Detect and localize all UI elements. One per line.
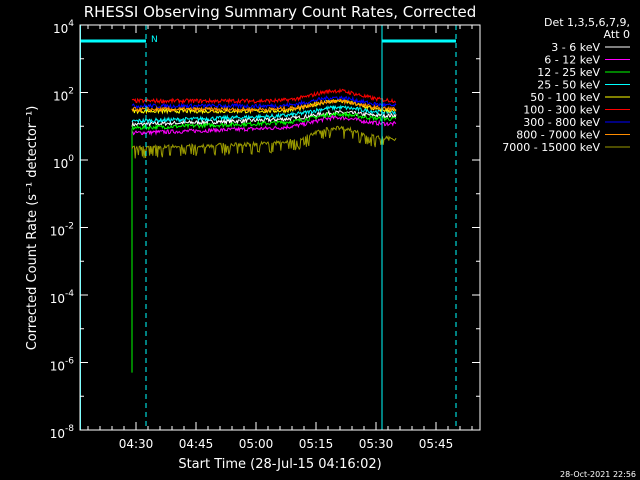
legend-label: 300 - 800 keV [523,116,600,129]
legend-label: 25 - 50 keV [537,79,600,92]
series-line-7 [131,95,397,110]
x-tick-label: 05:00 [239,437,274,451]
timestamp: 28-Oct-2021 22:56 [560,470,636,479]
x-axis-label: Start Time (28-Jul-15 04:16:02) [178,457,381,472]
series-line-4 [131,104,397,124]
plot-frame [79,24,481,431]
y-axis-label: Corrected Count Rate (s⁻¹ detector⁻¹) [25,106,40,351]
legend-header: Att 0 [604,28,630,41]
series-line-6 [131,87,397,105]
y-tick-label: 10-2 [50,222,74,239]
y-tick-label: 10-6 [50,357,75,374]
legend-label: 100 - 300 keV [523,104,600,117]
legend-label: 12 - 25 keV [537,66,600,79]
legend-label: 6 - 12 keV [544,54,600,67]
y-tick-label: 10-4 [50,289,75,306]
series-layer [131,87,397,373]
y-tick-label: 10-8 [50,424,75,441]
chart-title: RHESSI Observing Summary Count Rates, Co… [84,3,477,21]
x-tick-label: 04:30 [119,437,154,451]
series-line-8 [131,98,397,114]
series-line-9 [131,125,397,159]
x-tick-label: 05:45 [419,437,454,451]
x-tick-label: 04:45 [179,437,214,451]
legend-label: 800 - 7000 keV [516,129,600,142]
x-axis: 04:30 04:45 05:00 05:15 05:30 05:45 [87,25,473,451]
y-axis: 104 102 100 10-2 10-4 10-6 10-8 [50,19,480,441]
series-line-3 [131,111,397,373]
series-line-2 [131,114,397,137]
legend-label: 7000 - 15000 keV [502,141,600,154]
x-tick-label: 05:30 [359,437,394,451]
y-tick-label: 104 [53,19,74,36]
legend-header: Det 1,3,5,6,7,9, [544,16,630,29]
night-layer: N [80,25,457,430]
legend-label: 50 - 100 keV [530,91,600,104]
x-tick-label: 05:15 [299,437,334,451]
y-tick-label: 102 [53,87,74,104]
legend-label: 3 - 6 keV [551,41,600,54]
y-tick-label: 100 [53,154,74,171]
night-marker-label: N [151,35,158,45]
